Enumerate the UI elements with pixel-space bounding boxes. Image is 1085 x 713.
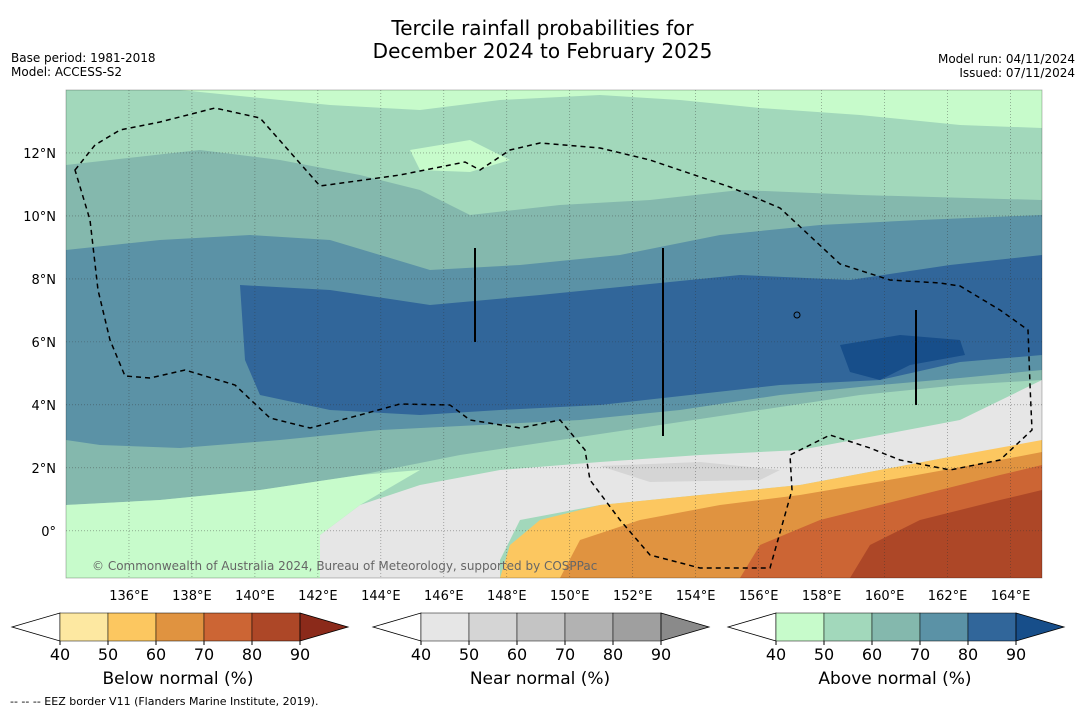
colorbar-segment <box>59 612 109 642</box>
map-frame <box>65 89 1043 579</box>
colorbar-extension-low <box>10 612 61 642</box>
model-run: Model run: 04/11/2024 <box>937 52 1075 66</box>
colorbar-extension-low <box>371 612 422 642</box>
colorbar-tick-label: 90 <box>1006 645 1026 664</box>
map-field <box>66 90 1042 578</box>
colorbar-segment <box>468 612 518 642</box>
colorbar-tick-label: 80 <box>603 645 623 664</box>
colorbar-tick-label: 40 <box>50 645 70 664</box>
gridlines <box>66 90 1042 578</box>
copyright-notice: © Commonwealth of Australia 2024, Bureau… <box>92 559 598 573</box>
island <box>793 311 801 319</box>
colorbar-tick-label: 60 <box>146 645 166 664</box>
colorbar-label-below: Below normal (%) <box>102 669 254 689</box>
colorbar-tick-label: 80 <box>242 645 262 664</box>
colorbar-label-near: Near normal (%) <box>469 669 611 689</box>
x-tick-label: 140°E <box>235 589 275 604</box>
base-period: Base period: 1981-2018 <box>11 51 156 65</box>
x-tick-label: 138°E <box>172 589 212 604</box>
y-tick-label: 8°N <box>32 273 57 288</box>
x-tick-label: 160°E <box>865 589 905 604</box>
x-tick-label: 142°E <box>298 589 338 604</box>
y-tick-label: 2°N <box>32 462 57 477</box>
map-border <box>65 89 1043 579</box>
x-tick-label: 154°E <box>676 589 716 604</box>
chart-title-line1: Tercile rainfall probabilities for <box>391 16 694 40</box>
colorbar-tick-label: 40 <box>766 645 786 664</box>
y-tick-label: 0° <box>41 525 56 540</box>
colorbar-segment <box>612 612 662 642</box>
x-tick-label: 158°E <box>802 589 842 604</box>
field-below-80 <box>850 490 1042 578</box>
chart-title-line2: December 2024 to February 2025 <box>372 39 713 63</box>
x-tick-label: 152°E <box>613 589 653 604</box>
x-tick-label: 144°E <box>361 589 401 604</box>
y-tick-label: 4°N <box>32 399 57 414</box>
colorbar-label-above: Above normal (%) <box>818 669 972 689</box>
colorbars: 40 50 60 70 80 90 40 50 60 70 80 90 40 50 60 70 80 90 <box>10 612 1066 664</box>
x-tick-label: 156°E <box>739 589 779 604</box>
eez-border <box>74 107 1033 569</box>
colorbar-segment <box>516 612 566 642</box>
y-tick-label: 12°N <box>23 147 56 162</box>
colorbar-segment <box>919 612 969 642</box>
colorbar-tick-label: 50 <box>98 645 118 664</box>
x-tick-label: 136°E <box>109 589 149 604</box>
field-above-80 <box>240 255 1042 415</box>
y-axis-ticks: 12°N 10°N 8°N 6°N 4°N 2°N 0° <box>23 147 56 540</box>
field-above-90 <box>840 335 965 380</box>
field-near-50 <box>600 462 780 482</box>
colorbar-segment <box>251 612 301 642</box>
colorbar-tick-label: 50 <box>459 645 479 664</box>
colorbar-extension-high <box>660 612 711 642</box>
colorbar-tick-label: 70 <box>194 645 214 664</box>
colorbar-segment <box>107 612 157 642</box>
field-above-40-patch <box>410 140 510 172</box>
colorbar-segment <box>420 612 470 642</box>
colorbar-tick-label: 60 <box>862 645 882 664</box>
colorbar-segment <box>203 612 253 642</box>
colorbar-segment <box>775 612 825 642</box>
issued-date: Issued: 07/11/2024 <box>959 66 1075 80</box>
y-tick-label: 10°N <box>23 210 56 225</box>
colorbar-extension-high <box>1015 612 1066 642</box>
footnote: -- -- -- EEZ border V11 (Flanders Marine… <box>10 695 319 708</box>
colorbar-tick-label: 70 <box>555 645 575 664</box>
x-tick-label: 164°E <box>991 589 1031 604</box>
colorbar-tick-label: 60 <box>507 645 527 664</box>
colorbar-segment <box>871 612 921 642</box>
colorbar-tick-label: 50 <box>814 645 834 664</box>
x-tick-label: 150°E <box>550 589 590 604</box>
colorbar-segment <box>823 612 873 642</box>
colorbar-extension-high <box>299 612 350 642</box>
colorbar-segment <box>967 612 1017 642</box>
field-above-40-north <box>180 90 1042 128</box>
colorbar-extension-low <box>726 612 777 642</box>
y-tick-label: 6°N <box>32 336 57 351</box>
x-tick-label: 162°E <box>928 589 968 604</box>
x-tick-label: 146°E <box>424 589 464 604</box>
colorbar-tick-label: 90 <box>290 645 310 664</box>
x-tick-label: 148°E <box>487 589 527 604</box>
colorbar-tick-label: 70 <box>910 645 930 664</box>
colorbar-segment <box>155 612 205 642</box>
field-above-40-south <box>66 470 420 578</box>
colorbar-segment <box>564 612 614 642</box>
model-name: Model: ACCESS-S2 <box>11 65 123 79</box>
colorbar-tick-label: 90 <box>651 645 671 664</box>
x-axis-ticks: 136°E 138°E 140°E 142°E 144°E 146°E 148°E 150°E… <box>109 589 1030 604</box>
colorbar-tick-label: 40 <box>411 645 431 664</box>
colorbar-tick-label: 80 <box>958 645 978 664</box>
